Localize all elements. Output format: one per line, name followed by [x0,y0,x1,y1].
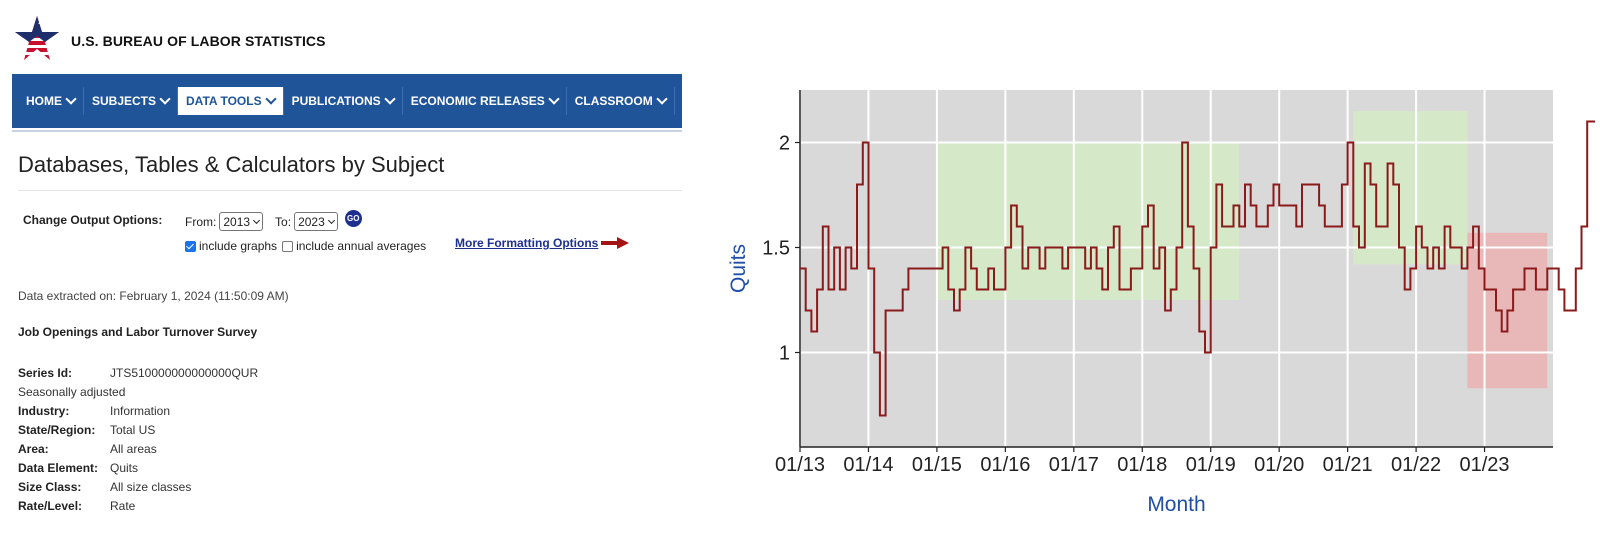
chevron-down-icon [159,93,171,105]
chevron-down-icon [253,216,261,225]
series-info-key: Data Element: [18,461,99,475]
series-info-value: Rate [110,499,136,513]
agency-name[interactable]: U.S. BUREAU OF LABOR STATISTICS [71,33,326,49]
series-id-key: Series Id: [18,366,73,380]
nav-item-label: BETA [682,94,715,108]
chevron-down-icon [264,93,277,105]
more-formatting-label: More Formatting Options [455,236,599,250]
nav-item-label: PUBLICATIONS [291,94,381,108]
chevron-down-icon [656,93,668,105]
quits-chart: 01/13 01/14 01/15 01/16 01/17 01/18 01/19 01/20… [727,90,1595,516]
year-range-row: From: 2013 To: 2023 GO [185,210,362,231]
series-info-value: Total US [110,423,156,437]
main-nav: HOME SUBJECTS DATA TOOLS PUBLICATIONS ECONOM… [12,74,730,128]
highlight-region-green [1353,111,1468,265]
x-axis-label: Month [1147,493,1205,516]
arrow-right-icon [601,237,630,249]
to-year-select[interactable]: 2023 [294,212,338,231]
y-tick-label: 1.5 [762,238,790,260]
nav-item-label: CLASSROOM [574,94,653,108]
extraction-date: Data extracted on: February 1, 2024 (11:… [18,289,289,303]
highlight-region-green [936,142,1240,300]
x-tick-label: 01/19 [1186,454,1236,476]
from-year-select[interactable]: 2013 [219,212,264,231]
from-year-value: 2013 [223,214,251,229]
y-tick-label: 1 [779,343,790,365]
nav-item-beta[interactable]: BETA [675,87,736,115]
include-annual-label: include annual averages [296,239,427,253]
series-info-value: All size classes [110,480,192,494]
series-info-value: All areas [110,442,157,456]
x-tick-label: 01/16 [980,454,1030,476]
bls-page-panel: U.S. BUREAU OF LABOR STATISTICS HOME SUBJ… [0,0,730,551]
series-info-key: State/Region: [18,423,96,437]
go-button[interactable]: GO [344,210,362,227]
output-options-label: Change Output Options: [23,213,163,227]
nav-divider [12,130,682,132]
x-tick-label: 01/15 [912,454,962,476]
series-info-value: Information [110,404,171,418]
nav-item-economic-releases[interactable]: ECONOMIC RELEASES [403,87,567,115]
x-tick-label: 01/17 [1049,454,1099,476]
x-tick-label: 01/13 [775,454,825,476]
chevron-down-icon [548,93,560,105]
x-tick-label: 01/14 [843,454,893,476]
to-label: To: [275,214,292,229]
seasonal-adjustment: Seasonally adjusted [18,385,125,399]
to-year-value: 2023 [298,214,325,229]
nav-item-classroom[interactable]: CLASSROOM [567,87,675,115]
from-label: From: [185,214,217,229]
nav-item-label: ECONOMIC RELEASES [410,94,545,108]
include-graphs-checkbox[interactable] [185,240,196,252]
survey-name: Job Openings and Labor Turnover Survey [18,325,258,339]
bls-star-logo[interactable] [14,14,60,64]
chevron-down-icon [65,93,77,105]
nav-item-label: DATA TOOLS [186,94,262,108]
series-info-key: Industry: [18,404,70,418]
y-tick-label: 2 [779,133,790,155]
y-axis-label: Quits [727,244,750,293]
include-graphs-label: include graphs [199,239,278,253]
seasonal-text: Seasonally adjusted [18,385,126,399]
nav-item-data-tools[interactable]: DATA TOOLS [178,87,284,115]
checkbox-row: include graphs include annual averages [185,239,426,253]
nav-item-publications[interactable]: PUBLICATIONS [284,87,403,115]
x-tick-label: 01/21 [1323,454,1373,476]
chevron-down-icon [384,93,396,105]
x-tick-label: 01/22 [1391,454,1441,476]
series-info-key: Size Class: [18,480,82,494]
x-tick-label: 01/20 [1254,454,1304,476]
x-tick-label: 01/18 [1117,454,1167,476]
series-info-key: Area: [18,442,49,456]
series-info-key: Rate/Level: [18,499,83,513]
nav-item-label: SUBJECTS [92,94,157,108]
nav-item-subjects[interactable]: SUBJECTS [84,87,179,115]
series-info-value: Quits [110,461,139,475]
nav-item-label: HOME [26,94,62,108]
x-tick-label: 01/23 [1460,454,1510,476]
series-id-value: JTS510000000000000QUR [110,366,259,380]
page-title: Databases, Tables & Calculators by Subje… [18,152,445,177]
chevron-down-icon [327,216,335,225]
quits-series-line [800,120,1595,417]
nav-item-home[interactable]: HOME [18,87,84,115]
include-annual-checkbox[interactable] [282,240,294,252]
title-divider [18,190,682,191]
more-formatting-link[interactable]: More Formatting Options [455,236,630,250]
